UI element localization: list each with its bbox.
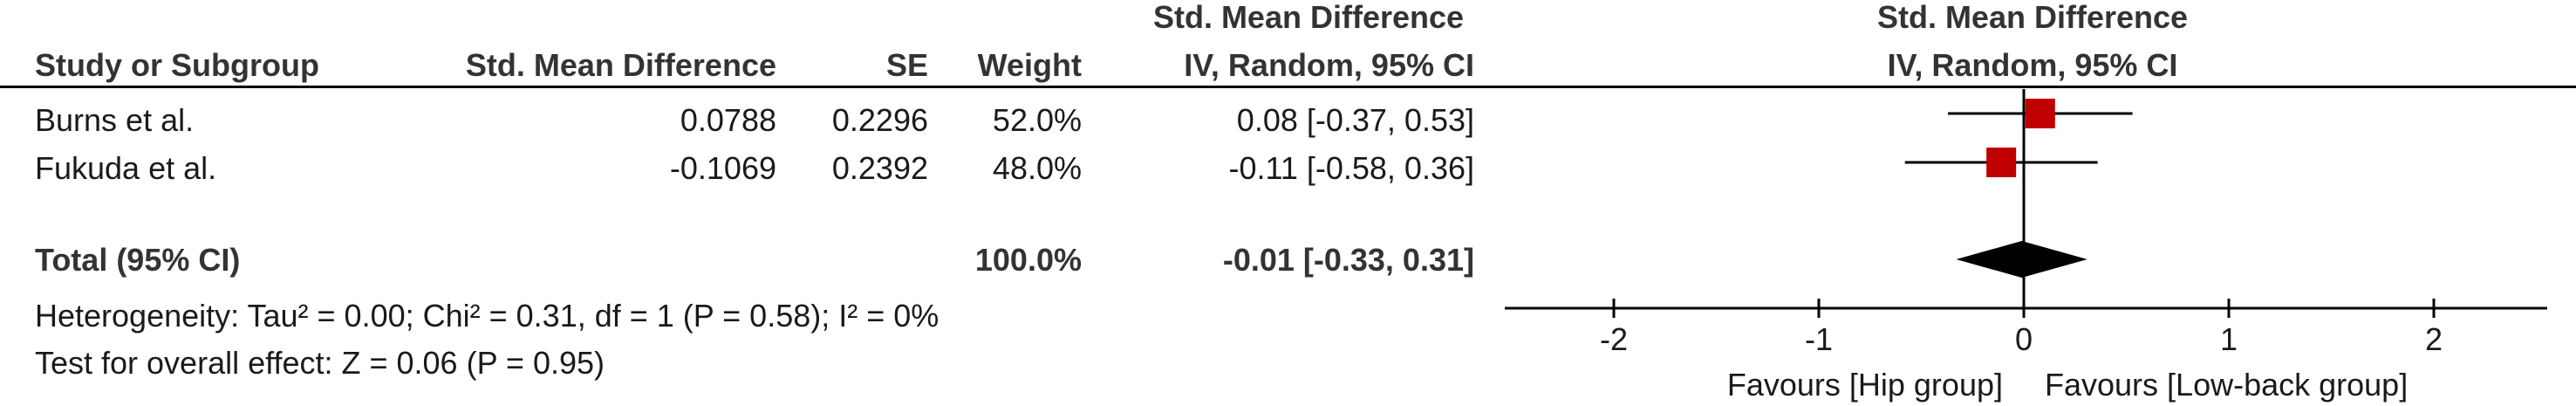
overall-effect-text: Test for overall effect: Z = 0.06 (P = 0… xyxy=(35,345,605,381)
study-se: 0.2392 xyxy=(831,150,928,186)
column-header-ci-method: IV, Random, 95% CI xyxy=(1184,47,1474,83)
pooled-diamond xyxy=(1956,241,2087,278)
study-ci: -0.11 [-0.58, 0.36] xyxy=(1228,150,1474,186)
favours-left-label: Favours [Hip group] xyxy=(1727,367,2003,403)
study-weight: 48.0% xyxy=(992,150,1082,186)
study-marker xyxy=(1986,148,2017,177)
plot-title: Std. Mean Difference xyxy=(1876,0,2189,35)
plot-method: IV, Random, 95% CI xyxy=(1887,47,2178,83)
x-tick-label: 0 xyxy=(2015,321,2033,357)
favours-right-label: Favours [Low-back group] xyxy=(2045,367,2408,403)
study-marker xyxy=(2025,99,2055,128)
x-tick-label: -2 xyxy=(1600,321,1628,357)
study-weight: 52.0% xyxy=(992,102,1082,138)
x-tick-label: -1 xyxy=(1805,321,1833,357)
total-ci: -0.01 [-0.33, 0.31] xyxy=(1222,242,1474,278)
column-header-study: Study or Subgroup xyxy=(35,47,319,83)
x-tick-label: 2 xyxy=(2425,321,2443,357)
ci-column-title: Std. Mean Difference xyxy=(1152,0,1465,35)
column-header-weight: Weight xyxy=(977,47,1082,83)
heterogeneity-text: Heterogeneity: Tau² = 0.00; Chi² = 0.31,… xyxy=(35,298,940,334)
total-label: Total (95% CI) xyxy=(35,242,241,278)
column-header-se: SE xyxy=(885,47,928,83)
x-tick-label: 1 xyxy=(2220,321,2238,357)
total-weight: 100.0% xyxy=(974,242,1082,278)
header-rule xyxy=(0,86,2576,88)
column-header-smd: Std. Mean Difference xyxy=(465,47,776,83)
study-name: Burns et al. xyxy=(35,102,195,138)
study-smd: 0.0788 xyxy=(680,102,776,138)
study-smd: -0.1069 xyxy=(669,150,776,186)
study-name: Fukuda et al. xyxy=(35,150,217,186)
study-ci: 0.08 [-0.37, 0.53] xyxy=(1236,102,1474,138)
study-se: 0.2296 xyxy=(831,102,928,138)
